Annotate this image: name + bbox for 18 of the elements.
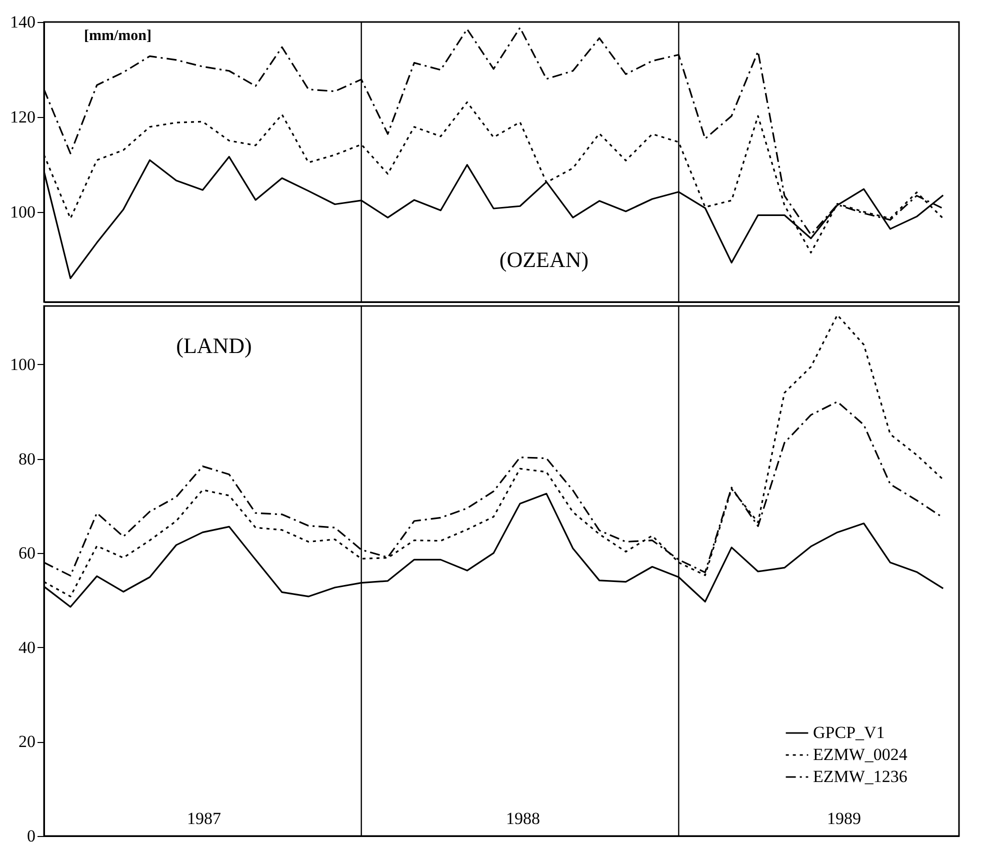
y-tick-label: 140 (10, 12, 36, 32)
y-tick-label: 100 (10, 354, 36, 374)
y-tick-label: 60 (18, 544, 36, 563)
y-tick-label: 100 (10, 202, 36, 222)
y-tick-label: 120 (10, 107, 36, 126)
annotation: (OZEAN) (499, 247, 589, 272)
annotation: (LAND) (176, 333, 252, 358)
legend-label: GPCP_V1 (813, 723, 885, 742)
annotation: 1988 (506, 809, 540, 828)
y-tick-label: 0 (27, 826, 36, 846)
annotation: 1989 (827, 809, 861, 828)
annotation: [mm/mon] (84, 28, 152, 44)
y-tick-label: 20 (18, 732, 36, 752)
y-tick-label: 40 (18, 638, 36, 657)
legend-label: EZMW_0024 (813, 745, 908, 764)
y-tick-label: 80 (18, 449, 36, 468)
legend-label: EZMW_1236 (813, 767, 908, 786)
annotation: 1987 (187, 809, 222, 828)
